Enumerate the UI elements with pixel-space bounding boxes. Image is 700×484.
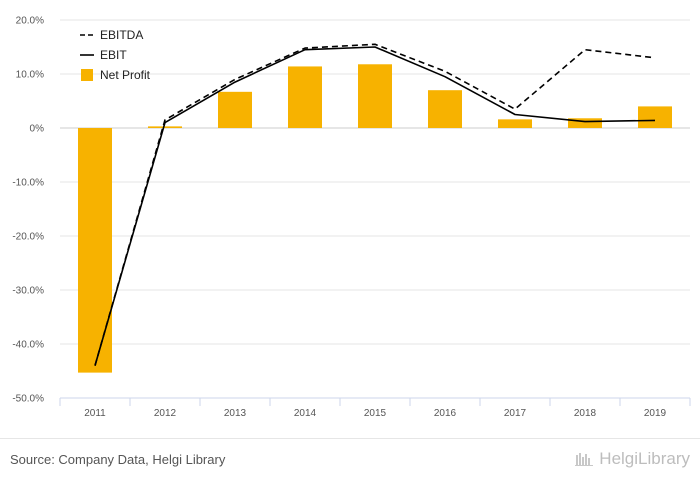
x-axis: 2011 2012 2013 2014 2015 2016 2017 2018 2019 <box>59 397 691 419</box>
legend: EBITDA EBIT Net Profit <box>80 28 151 82</box>
y-tick-label: -20.0% <box>12 232 44 243</box>
y-axis: 20.0% 10.0% 0% -10.0% -20.0% -30.0% -40.0% -50.… <box>12 16 44 405</box>
x-tick-label: 2018 <box>574 408 597 419</box>
y-tick-label: -50.0% <box>12 394 44 405</box>
library-icon <box>575 453 594 466</box>
x-tick-label: 2019 <box>644 408 667 419</box>
y-tick-label: -10.0% <box>12 178 44 189</box>
y-tick-label: -40.0% <box>12 340 44 351</box>
source-note: Source: Company Data, Helgi Library <box>10 452 226 467</box>
bar-net-profit-2017 <box>498 119 532 128</box>
legend-label-net-profit: Net Profit <box>100 68 151 82</box>
legend-label-ebit: EBIT <box>100 48 127 62</box>
y-tick-label: 20.0% <box>16 16 44 27</box>
x-tick-label: 2014 <box>294 408 317 419</box>
bar-net-profit-2016 <box>428 90 462 128</box>
y-tick-label: -30.0% <box>12 286 44 297</box>
legend-label-ebitda: EBITDA <box>100 28 143 42</box>
bar-net-profit-2015 <box>358 64 392 128</box>
x-tick-label: 2017 <box>504 408 527 419</box>
footer: Source: Company Data, Helgi Library Helg… <box>0 438 700 484</box>
bar-net-profit-2019 <box>638 106 672 128</box>
x-tick-label: 2013 <box>224 408 247 419</box>
bar-net-profit-2013 <box>218 91 252 128</box>
net-profit-bars <box>78 64 672 373</box>
bar-net-profit-2012 <box>148 126 182 128</box>
brand-name: HelgiLibrary <box>599 449 690 468</box>
bar-net-profit-2018 <box>568 118 602 128</box>
legend-symbol-net-profit <box>81 69 93 81</box>
chart: 20.0% 10.0% 0% -10.0% -20.0% -30.0% -40.0% -50.… <box>12 16 691 419</box>
x-tick-label: 2015 <box>364 408 387 419</box>
brand-logo: HelgiLibrary <box>575 449 690 469</box>
x-tick-label: 2011 <box>84 408 106 419</box>
line-series <box>94 43 656 366</box>
x-tick-label: 2016 <box>434 408 457 419</box>
line-ebitda <box>94 43 656 366</box>
y-tick-label: 10.0% <box>16 70 44 81</box>
x-tick-label: 2012 <box>154 408 177 419</box>
y-tick-label: 0% <box>30 124 45 135</box>
line-ebit <box>94 46 656 366</box>
bar-net-profit-2011 <box>78 128 112 373</box>
bar-net-profit-2014 <box>288 66 322 128</box>
